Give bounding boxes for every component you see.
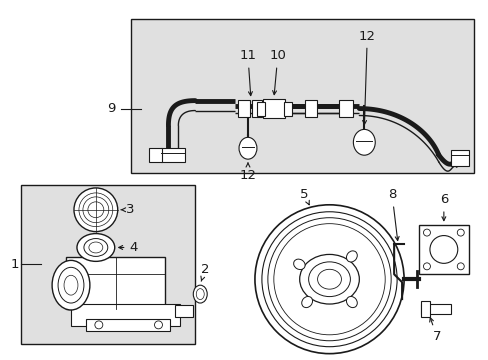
Text: 12: 12	[239, 163, 256, 181]
Text: 7: 7	[429, 318, 440, 343]
Text: 6: 6	[439, 193, 447, 221]
Circle shape	[74, 188, 118, 231]
Text: 2: 2	[201, 263, 209, 281]
Bar	[450, 150, 468, 166]
Circle shape	[154, 321, 162, 329]
Ellipse shape	[429, 235, 457, 264]
Text: 10: 10	[269, 49, 285, 95]
Ellipse shape	[353, 129, 374, 155]
Ellipse shape	[293, 259, 305, 270]
Text: 5: 5	[300, 188, 308, 205]
Bar	[304, 100, 316, 117]
Bar	[148, 148, 162, 162]
Bar	[420, 304, 450, 314]
Text: 9: 9	[107, 102, 116, 115]
Bar	[66, 257, 165, 309]
Text: 8: 8	[387, 188, 398, 240]
Bar	[130, 19, 473, 173]
Bar	[175, 305, 193, 317]
Bar	[420, 301, 429, 317]
Text: 12: 12	[358, 30, 375, 125]
Bar	[86, 319, 170, 331]
Text: 11: 11	[239, 49, 256, 96]
Text: 1: 1	[11, 258, 19, 271]
Circle shape	[423, 263, 429, 270]
Ellipse shape	[193, 285, 207, 303]
Ellipse shape	[196, 289, 204, 300]
Ellipse shape	[84, 239, 107, 256]
Bar	[256, 102, 264, 116]
Ellipse shape	[346, 297, 357, 307]
Circle shape	[456, 263, 463, 270]
Bar	[251, 100, 262, 117]
Bar	[238, 100, 249, 117]
Circle shape	[267, 218, 390, 341]
Ellipse shape	[239, 137, 256, 159]
Ellipse shape	[346, 251, 357, 262]
Circle shape	[423, 229, 429, 236]
Bar	[71, 304, 180, 326]
Bar	[21, 185, 195, 344]
Text: 4: 4	[119, 241, 138, 254]
Bar	[161, 148, 185, 162]
Bar	[283, 102, 291, 116]
Ellipse shape	[301, 297, 312, 307]
Circle shape	[273, 224, 385, 335]
Text: 3: 3	[121, 203, 135, 216]
Ellipse shape	[52, 260, 90, 310]
Bar	[418, 225, 468, 274]
Circle shape	[456, 229, 463, 236]
Ellipse shape	[299, 255, 359, 304]
Ellipse shape	[77, 234, 115, 261]
Bar	[263, 99, 284, 118]
Ellipse shape	[89, 242, 102, 253]
Circle shape	[95, 321, 102, 329]
Circle shape	[254, 205, 403, 354]
Circle shape	[262, 212, 396, 347]
Bar	[339, 100, 353, 117]
